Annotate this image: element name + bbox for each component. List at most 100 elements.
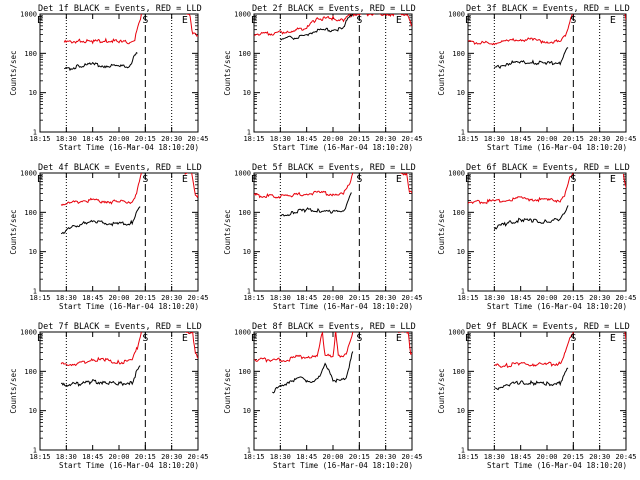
panel-det-4: Det 4f BLACK = Events, RED = LLD 1 10 100 10… — [9, 163, 209, 311]
y-tick-label: 10 — [457, 407, 465, 415]
x-tick-label: 18:30 — [56, 294, 77, 302]
x-tick-label: 20:45 — [187, 294, 208, 302]
y-tick-label: 10 — [29, 248, 37, 256]
y-axis-label: Counts/sec — [9, 209, 18, 254]
plot-frame — [253, 331, 413, 451]
events-series-line — [494, 47, 569, 70]
x-tick-label: 20:45 — [615, 135, 636, 143]
y-axis-label: Counts/sec — [9, 368, 18, 413]
x-tick-label: 20:30 — [589, 135, 610, 143]
x-tick-label: 18:15 — [29, 135, 50, 143]
y-tick-label: 1 — [461, 447, 465, 455]
events-series-line — [64, 51, 138, 72]
x-tick-label: 20:15 — [135, 453, 156, 461]
plot-frame — [467, 331, 627, 451]
y-tick-label: 100 — [452, 368, 465, 376]
events-series-line — [60, 365, 141, 387]
y-axis-label: Counts/sec — [223, 368, 232, 413]
x-axis-label: Start Time (16-Mar-04 18:10:20) — [273, 143, 413, 152]
x-tick-label: 20:30 — [161, 294, 182, 302]
x-tick-label: 18:30 — [270, 294, 291, 302]
panel-title: Det 5f BLACK = Events, RED = LLD — [252, 163, 416, 173]
plot-frame — [39, 331, 199, 451]
event-marker: E — [465, 333, 471, 344]
event-marker: E — [37, 174, 43, 185]
panel-det-7: Det 7f BLACK = Events, RED = LLD 1 10 100 10… — [9, 322, 209, 470]
x-tick-label: 18:45 — [510, 135, 531, 143]
x-tick-label: 20:45 — [401, 294, 422, 302]
event-marker: S — [356, 174, 362, 185]
events-series-line — [60, 206, 141, 235]
lld-series-line — [60, 173, 142, 206]
y-tick-label: 10 — [29, 89, 37, 97]
x-tick-label: 20:30 — [161, 135, 182, 143]
x-axis-label: Start Time (16-Mar-04 18:10:20) — [59, 302, 199, 311]
x-tick-label: 18:15 — [457, 294, 478, 302]
panel-det-8: Det 8f BLACK = Events, RED = LLD 1 10 100 10… — [223, 322, 423, 470]
event-marker: E — [251, 15, 257, 26]
lld-series-line — [63, 14, 142, 45]
x-axis-label: Start Time (16-Mar-04 18:10:20) — [487, 461, 627, 470]
x-tick-label: 20:15 — [563, 453, 584, 461]
x-tick-label: 20:00 — [108, 453, 129, 461]
event-marker: E — [610, 15, 616, 26]
x-tick-label: 20:15 — [563, 135, 584, 143]
y-tick-label: 1 — [33, 129, 37, 137]
panel-det-6: Det 6f BLACK = Events, RED = LLD 1 10 100 10… — [437, 163, 637, 311]
y-axis-label: Counts/sec — [223, 50, 232, 95]
x-axis-label: Start Time (16-Mar-04 18:10:20) — [273, 302, 413, 311]
y-axis-label: Counts/sec — [9, 50, 18, 95]
lld-series-line — [468, 173, 574, 205]
x-tick-label: 20:15 — [135, 294, 156, 302]
y-tick-label: 1000 — [20, 11, 37, 19]
y-tick-label: 100 — [24, 368, 37, 376]
y-tick-label: 1000 — [234, 329, 251, 337]
x-tick-label: 18:30 — [270, 135, 291, 143]
x-tick-label: 18:30 — [484, 294, 505, 302]
event-marker: E — [251, 174, 257, 185]
event-marker: S — [570, 174, 576, 185]
x-axis-label: Start Time (16-Mar-04 18:10:20) — [273, 461, 413, 470]
y-tick-label: 1 — [247, 129, 251, 137]
event-marker: S — [142, 174, 148, 185]
lld-series-line — [468, 14, 574, 46]
panel-title: Det 6f BLACK = Events, RED = LLD — [466, 163, 630, 173]
x-tick-label: 20:00 — [322, 294, 343, 302]
event-marker: E — [182, 15, 188, 26]
x-tick-label: 20:30 — [589, 453, 610, 461]
x-tick-label: 20:30 — [375, 135, 396, 143]
x-tick-label: 18:30 — [484, 135, 505, 143]
x-tick-label: 20:00 — [536, 135, 557, 143]
panel-det-9: Det 9f BLACK = Events, RED = LLD 1 10 100 10… — [437, 322, 637, 470]
plot-frame — [39, 13, 199, 133]
lld-series-line — [254, 332, 354, 363]
x-tick-label: 18:45 — [296, 135, 317, 143]
y-tick-label: 1000 — [448, 329, 465, 337]
event-marker: E — [251, 333, 257, 344]
x-tick-label: 20:15 — [135, 135, 156, 143]
panel-det-3: Det 3f BLACK = Events, RED = LLD 1 10 100 10… — [437, 4, 637, 152]
x-tick-label: 20:45 — [187, 135, 208, 143]
x-tick-label: 18:15 — [243, 294, 264, 302]
x-tick-label: 18:45 — [82, 294, 103, 302]
event-marker: E — [37, 15, 43, 26]
x-axis-label: Start Time (16-Mar-04 18:10:20) — [487, 143, 627, 152]
x-tick-label: 18:30 — [270, 453, 291, 461]
x-tick-label: 18:15 — [243, 453, 264, 461]
events-series-line — [494, 367, 569, 391]
x-tick-label: 20:15 — [349, 453, 370, 461]
lld-series-line — [494, 332, 574, 368]
event-marker: E — [610, 333, 616, 344]
x-tick-label: 20:00 — [536, 453, 557, 461]
y-axis-label: Counts/sec — [437, 368, 446, 413]
lld-series-line — [624, 332, 626, 342]
y-tick-label: 1 — [33, 288, 37, 296]
panel-title: Det 4f BLACK = Events, RED = LLD — [38, 163, 202, 173]
x-tick-label: 20:30 — [375, 453, 396, 461]
x-tick-label: 20:15 — [349, 135, 370, 143]
y-tick-label: 100 — [452, 50, 465, 58]
y-tick-label: 1000 — [234, 11, 251, 19]
y-tick-label: 10 — [243, 248, 251, 256]
y-axis-label: Counts/sec — [223, 209, 232, 254]
